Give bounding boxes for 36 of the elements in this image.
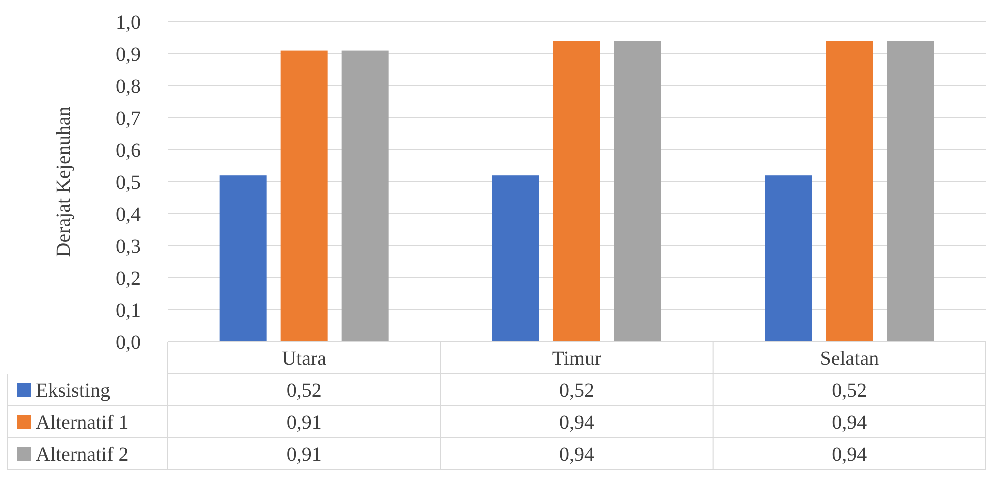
bar bbox=[826, 41, 874, 342]
data-label: 0,91 bbox=[286, 412, 322, 434]
x-tick-label: Utara bbox=[282, 348, 327, 370]
bar bbox=[342, 50, 389, 342]
bar bbox=[614, 41, 662, 342]
data-label: 0,94 bbox=[832, 444, 868, 466]
data-label: 0,52 bbox=[560, 380, 594, 402]
y-tick-label: 1,0 bbox=[116, 12, 141, 34]
bar bbox=[220, 176, 267, 342]
y-tick-label: 0,8 bbox=[116, 76, 141, 98]
y-axis-title: Derajat Kejenuhan bbox=[53, 106, 75, 258]
y-tick-label: 0,9 bbox=[116, 44, 141, 66]
data-label: 0,94 bbox=[560, 412, 594, 434]
bar bbox=[492, 176, 540, 342]
data-label: 0,91 bbox=[286, 444, 322, 466]
x-tick-label: Selatan bbox=[820, 348, 880, 370]
x-tick-label: Timur bbox=[552, 348, 602, 370]
y-tick-label: 0,2 bbox=[116, 268, 141, 290]
y-tick-label: 0,3 bbox=[116, 236, 141, 258]
legend-label: Alternatif 2 bbox=[36, 444, 129, 466]
y-tick-label: 0,5 bbox=[116, 172, 141, 194]
bar bbox=[887, 41, 934, 342]
bar bbox=[280, 50, 328, 342]
y-tick-label: 0,6 bbox=[116, 140, 141, 162]
data-label: 0,52 bbox=[832, 380, 868, 402]
data-label: 0,94 bbox=[560, 444, 594, 466]
bar bbox=[554, 41, 600, 342]
legend-label: Eksisting bbox=[36, 380, 110, 402]
bar bbox=[765, 176, 812, 342]
data-label: 0,94 bbox=[832, 412, 868, 434]
y-tick-label: 0,4 bbox=[116, 204, 141, 226]
y-tick-label: 0,1 bbox=[116, 300, 141, 322]
data-label: 0,52 bbox=[286, 380, 322, 402]
y-tick-label: 0,7 bbox=[116, 108, 141, 130]
legend-label: Alternatif 1 bbox=[36, 412, 129, 434]
y-tick-label: 0,0 bbox=[116, 332, 141, 354]
